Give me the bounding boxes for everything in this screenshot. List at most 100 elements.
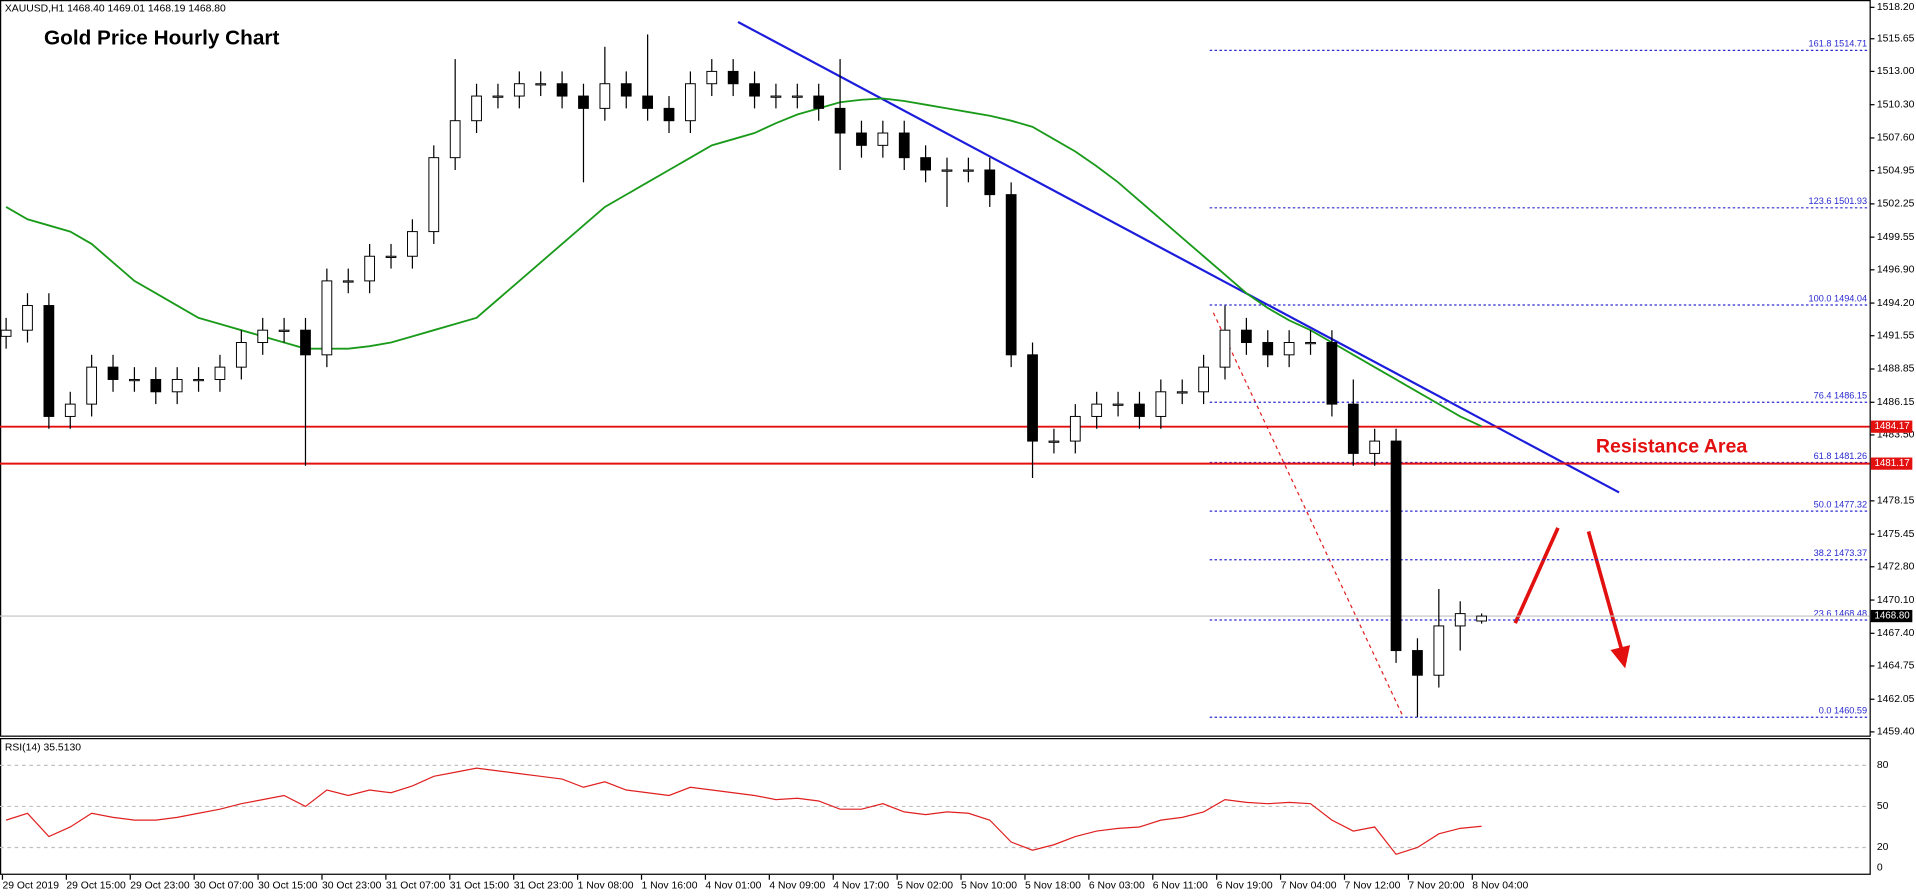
candle-body [1283, 342, 1295, 356]
candle-body [963, 169, 974, 172]
candle-body [1347, 403, 1359, 454]
level-tag [1870, 420, 1913, 433]
candle-body [1476, 615, 1487, 622]
fib-label: 100.0 1494.04 [1809, 293, 1868, 303]
candle-body [385, 255, 397, 258]
candle-body [513, 83, 525, 97]
candle-body [0, 329, 12, 337]
candle-body [1305, 342, 1316, 345]
y-tick-label: 1494.20 [1877, 298, 1915, 309]
candle-body [150, 378, 162, 393]
y-tick-label: 1467.40 [1877, 628, 1915, 639]
last-price-label: 1468.80 [1874, 611, 1910, 622]
y-tick-label: 1464.75 [1877, 661, 1915, 672]
y-tick-label: 1486.15 [1877, 397, 1915, 408]
x-tick-label: 7 Nov 20:00 [1408, 881, 1464, 892]
candle-body [856, 132, 867, 146]
header: XAUUSD,H1 1468.40 1469.01 1468.19 1468.8… [5, 3, 226, 14]
down-arrow-head [1610, 645, 1631, 669]
candle-body [214, 366, 226, 380]
rsi-tick-label: 80 [1877, 760, 1889, 771]
candle-body [620, 83, 632, 97]
candle-body [941, 169, 953, 172]
trend-line [737, 21, 1620, 494]
y-tick-label: 1475.45 [1877, 529, 1915, 540]
candle-body [1198, 366, 1209, 393]
x-tick-label: 6 Nov 03:00 [1089, 881, 1145, 892]
candle-body [64, 403, 76, 417]
candle-body [471, 95, 482, 122]
x-tick-label: 8 Nov 04:00 [1472, 881, 1528, 892]
rsi-line [5, 767, 1482, 856]
candle-body [1454, 613, 1466, 627]
candle-body [877, 132, 889, 146]
x-tick-label: 5 Nov 10:00 [961, 881, 1017, 892]
x-tick-label: 30 Oct 07:00 [194, 881, 254, 892]
candle-body [556, 83, 568, 97]
candle-body [1326, 342, 1338, 405]
candle-body [257, 329, 269, 343]
rsi-tick-label: 20 [1877, 842, 1889, 853]
candle-body [300, 329, 311, 356]
y-tick-label: 1496.90 [1877, 265, 1915, 276]
y-tick-label: 1504.95 [1877, 165, 1915, 176]
candle-body [898, 132, 910, 159]
candle-body [449, 120, 461, 159]
y-tick-label: 1483.50 [1877, 430, 1915, 441]
candle-body [1412, 650, 1423, 676]
candle-body [1262, 342, 1274, 356]
x-tick-label: 4 Nov 17:00 [833, 881, 889, 892]
x-tick-label: 5 Nov 02:00 [897, 881, 953, 892]
candle-body [1219, 329, 1231, 368]
last-price-tag [1870, 609, 1913, 623]
y-tick-label: 1478.15 [1877, 496, 1915, 507]
candle-body [984, 169, 996, 196]
rsi-label: RSI(14) 35.5130 [5, 743, 81, 754]
y-tick-label: 1488.85 [1877, 364, 1915, 375]
rsi-tick-label: 0 [1877, 862, 1883, 873]
fib-label: 123.6 1501.93 [1809, 196, 1868, 206]
x-tick-label: 31 Oct 15:00 [450, 881, 510, 892]
y-tick-label: 1507.60 [1877, 133, 1915, 144]
annotation: Resistance Area [1596, 435, 1748, 457]
y-tick-label: 1472.80 [1877, 562, 1915, 573]
candle-body [492, 95, 504, 98]
x-tick-label: 29 Oct 23:00 [130, 881, 190, 892]
y-tick-label: 1491.55 [1877, 330, 1915, 341]
candle-body [642, 95, 654, 109]
candle-body [706, 70, 718, 85]
fib-label: 38.2 1473.37 [1814, 548, 1867, 558]
candle-body [193, 378, 204, 382]
candle-body [770, 95, 782, 98]
candle-body [1176, 391, 1188, 394]
x-tick-label: 31 Oct 07:00 [386, 881, 446, 892]
candle-body [22, 305, 33, 331]
x-tick-label: 30 Oct 23:00 [322, 881, 382, 892]
x-tick-label: 4 Nov 09:00 [769, 881, 825, 892]
fib-label: 61.8 1481.26 [1814, 451, 1867, 461]
candle-body [1369, 440, 1381, 454]
candle-body [749, 83, 760, 97]
x-tick-label: 6 Nov 11:00 [1153, 881, 1208, 892]
candle-body [834, 107, 846, 134]
y-tick-label: 1502.25 [1877, 199, 1915, 210]
down-arrow-stroke [1586, 531, 1627, 663]
candle-body [129, 378, 140, 382]
candle-body [43, 305, 55, 417]
candle-body [428, 157, 440, 233]
y-tick-label: 1510.30 [1877, 99, 1915, 110]
y-tick-label: 1513.00 [1877, 66, 1915, 77]
candle-body [1027, 354, 1038, 442]
candle-body [86, 366, 98, 405]
candle-body [535, 83, 547, 86]
x-tick-label: 29 Oct 2019 [2, 881, 59, 892]
y-tick-label: 1470.10 [1877, 595, 1915, 606]
candle-body [578, 95, 589, 109]
x-tick-label: 7 Nov 12:00 [1344, 881, 1400, 892]
up-arrow-stroke [1513, 527, 1560, 624]
candle-body [1069, 415, 1081, 442]
y-tick-label: 1518.20 [1877, 2, 1915, 13]
rsi-tick-label: 50 [1877, 801, 1889, 812]
